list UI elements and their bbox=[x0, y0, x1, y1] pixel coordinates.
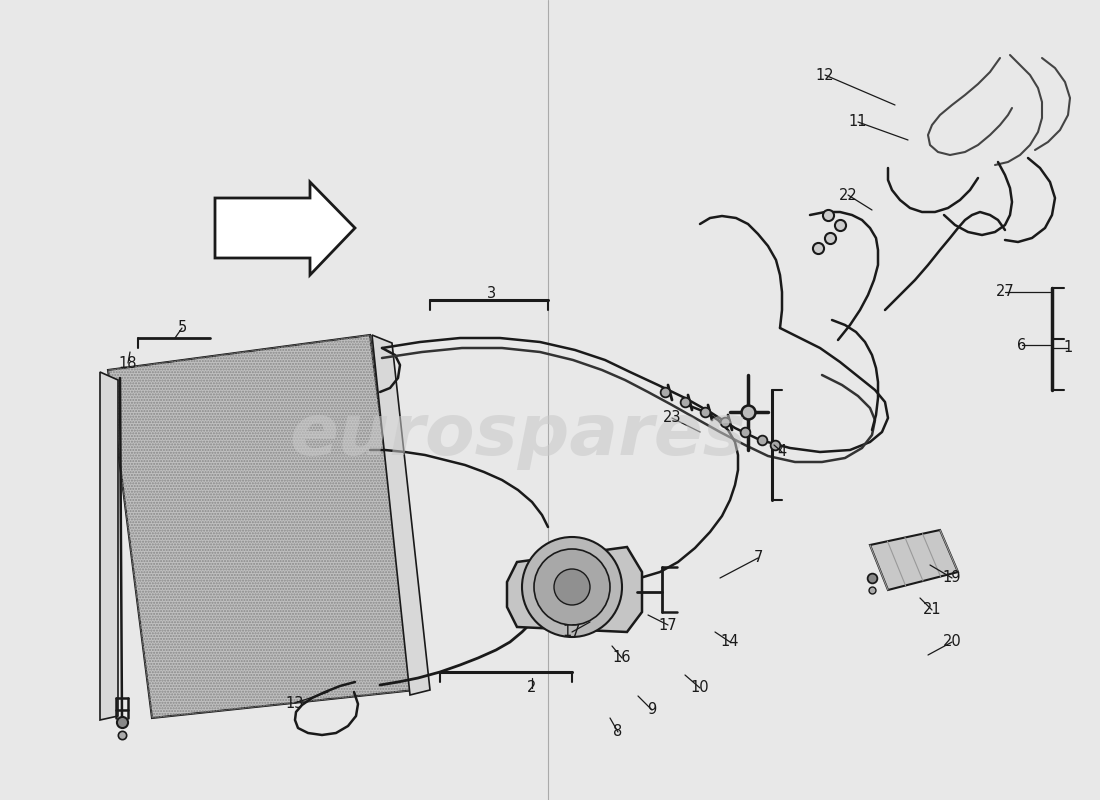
Text: 3: 3 bbox=[487, 286, 496, 302]
Text: eurospares: eurospares bbox=[289, 401, 747, 470]
Text: 7: 7 bbox=[754, 550, 762, 566]
Polygon shape bbox=[100, 372, 118, 720]
Circle shape bbox=[554, 569, 590, 605]
Polygon shape bbox=[507, 547, 642, 632]
Text: 27: 27 bbox=[996, 285, 1014, 299]
Polygon shape bbox=[108, 335, 415, 718]
Text: 19: 19 bbox=[943, 570, 961, 586]
Text: 17: 17 bbox=[563, 625, 581, 639]
Circle shape bbox=[534, 549, 611, 625]
Text: 22: 22 bbox=[838, 187, 857, 202]
Text: 1: 1 bbox=[1064, 341, 1072, 355]
Text: 8: 8 bbox=[614, 725, 623, 739]
Text: 13: 13 bbox=[286, 695, 305, 710]
Text: 14: 14 bbox=[720, 634, 739, 650]
Text: 4: 4 bbox=[778, 445, 786, 459]
Text: 10: 10 bbox=[691, 681, 710, 695]
Text: 9: 9 bbox=[648, 702, 657, 718]
Text: 23: 23 bbox=[662, 410, 681, 426]
Polygon shape bbox=[870, 530, 958, 590]
Text: 18: 18 bbox=[119, 355, 138, 370]
Circle shape bbox=[522, 537, 622, 637]
Text: 17: 17 bbox=[659, 618, 678, 633]
Polygon shape bbox=[372, 335, 430, 695]
Text: 12: 12 bbox=[816, 67, 834, 82]
Text: 2: 2 bbox=[527, 681, 537, 695]
Text: 11: 11 bbox=[849, 114, 867, 130]
Text: 16: 16 bbox=[613, 650, 631, 666]
Text: 20: 20 bbox=[943, 634, 961, 650]
Polygon shape bbox=[214, 182, 355, 275]
Text: 6: 6 bbox=[1018, 338, 1026, 353]
Text: 5: 5 bbox=[177, 321, 187, 335]
Text: 21: 21 bbox=[923, 602, 942, 618]
